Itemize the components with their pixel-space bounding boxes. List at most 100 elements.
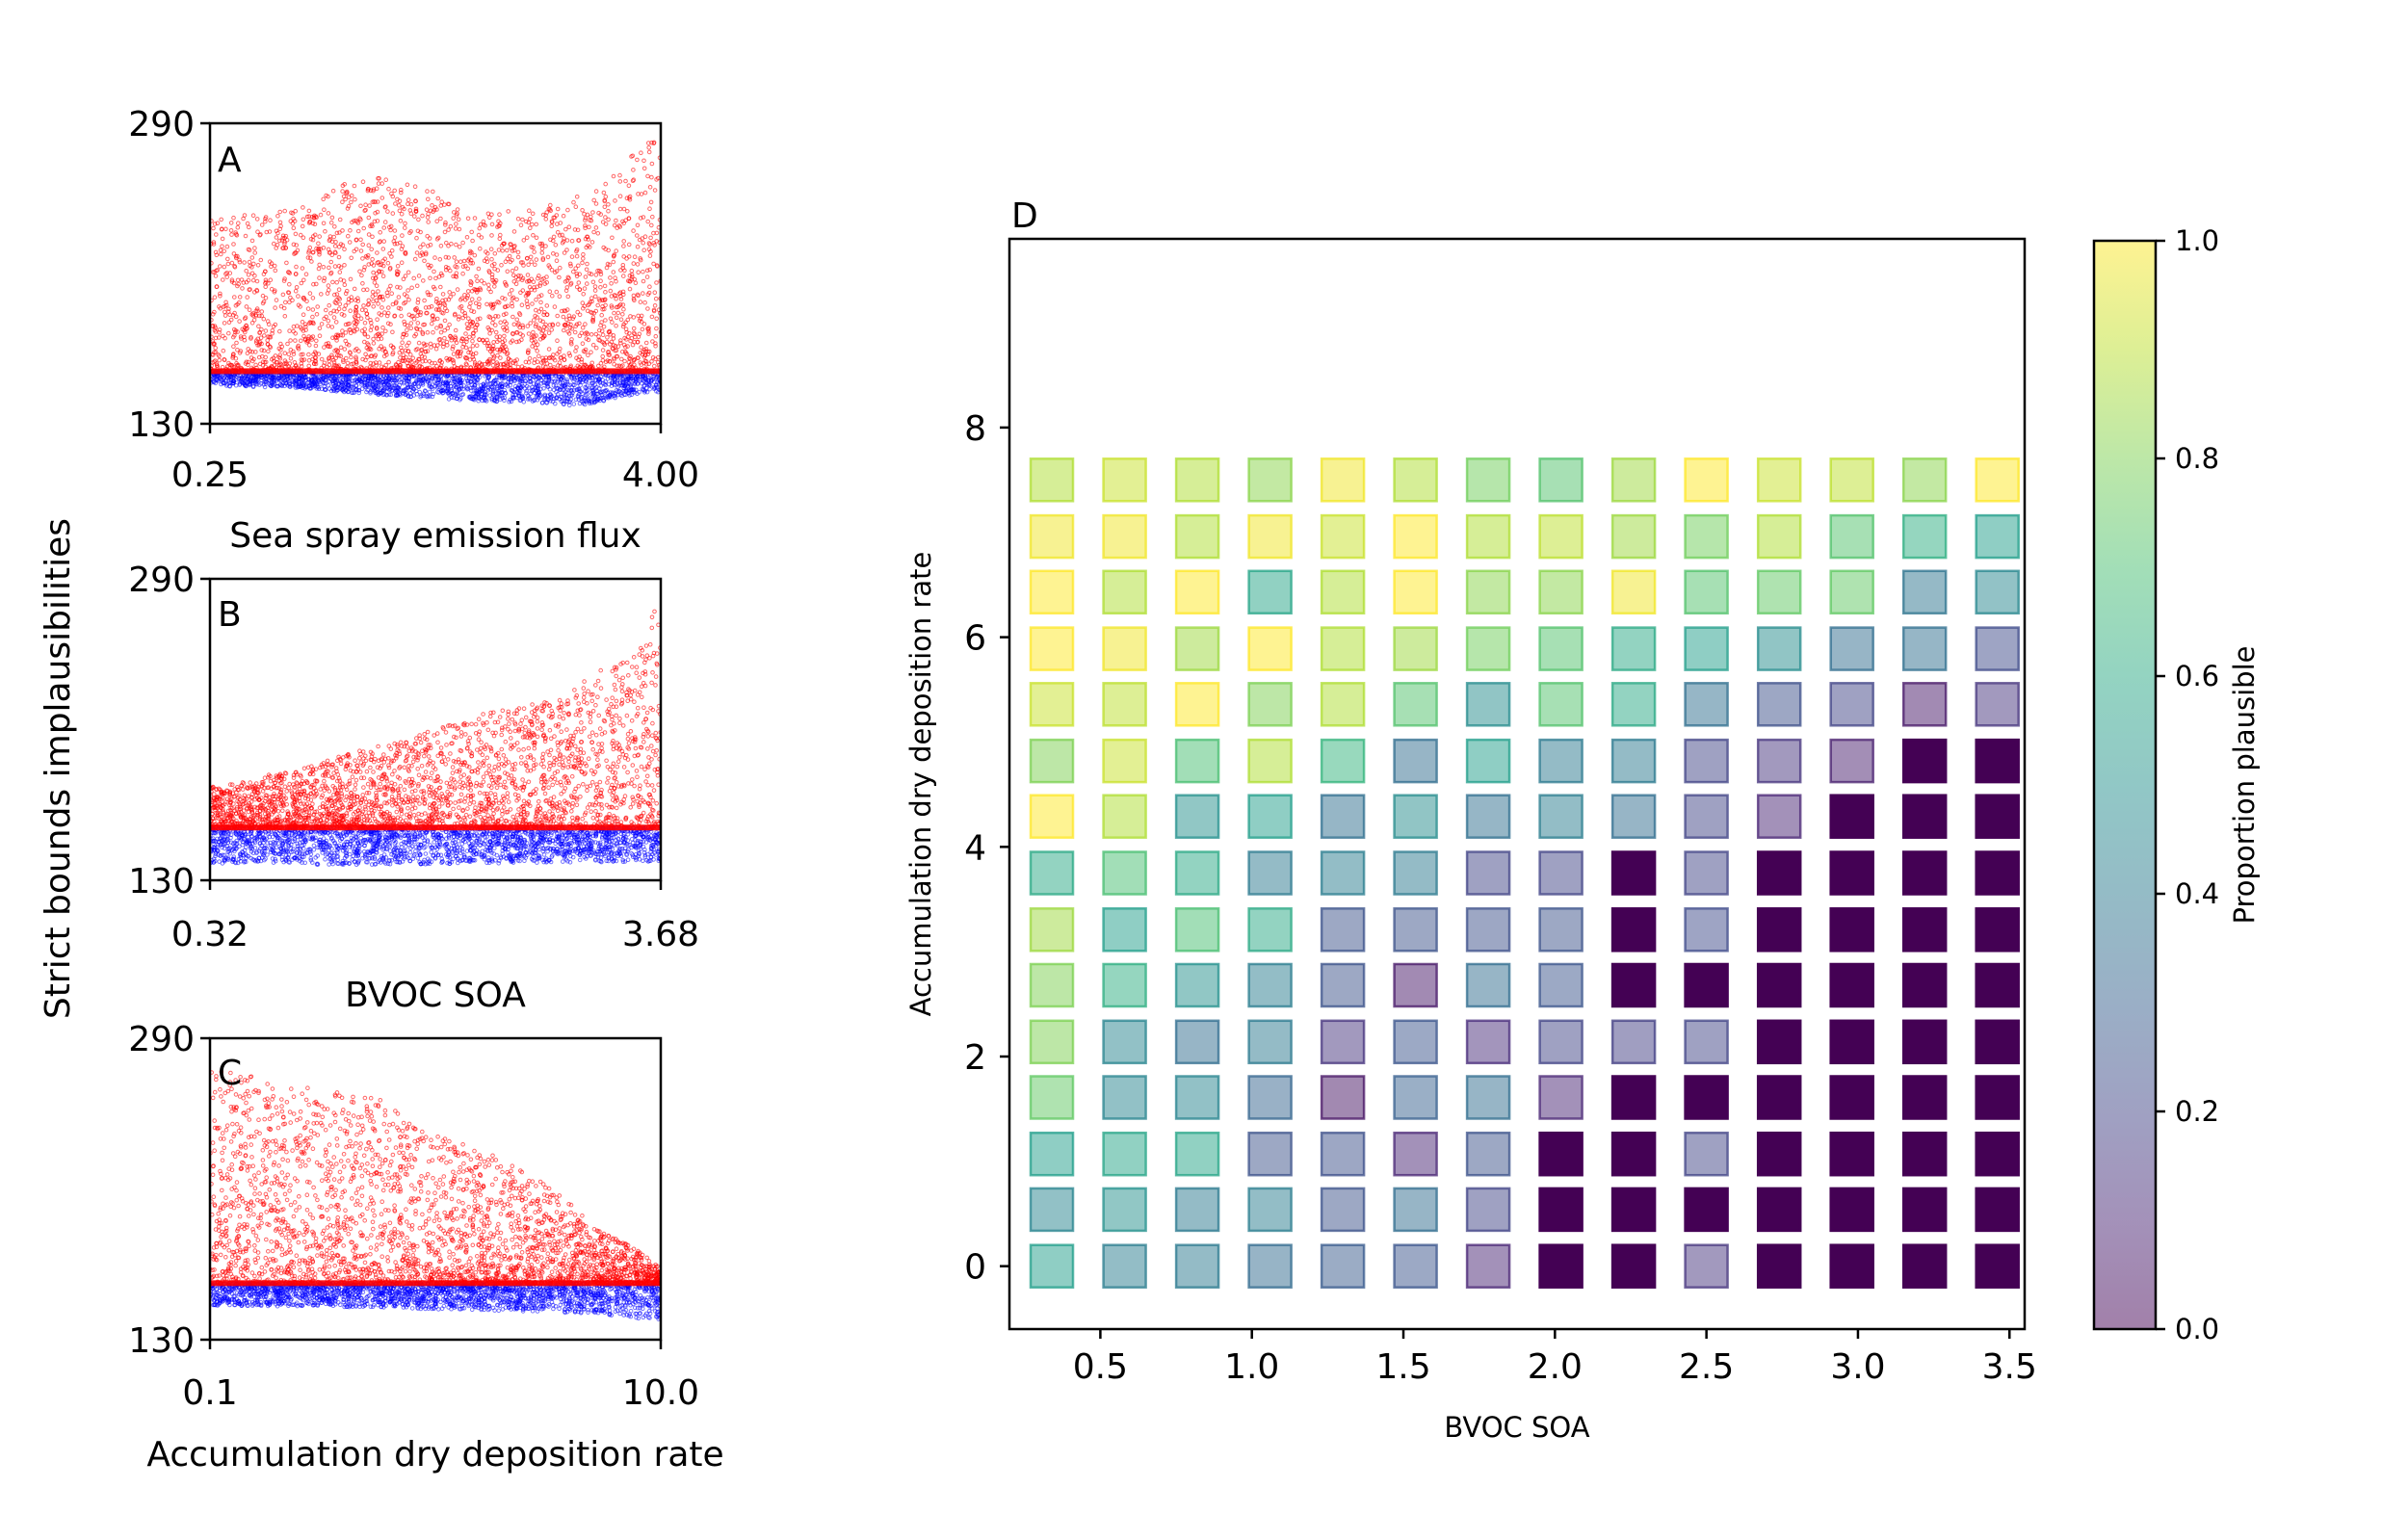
scatter-point xyxy=(239,336,244,341)
scatter-point xyxy=(566,388,572,393)
scatter-point xyxy=(611,270,616,274)
scatter-point xyxy=(273,305,277,310)
scatter-point xyxy=(619,356,624,362)
scatter-point xyxy=(212,379,217,384)
scatter-point xyxy=(606,202,611,207)
scatter-point xyxy=(353,247,359,252)
scatter-point xyxy=(292,360,298,365)
scatter-point xyxy=(283,380,288,385)
scatter-point xyxy=(340,199,345,204)
scatter-point xyxy=(638,360,643,365)
scatter-point xyxy=(641,158,646,164)
scatter-point xyxy=(342,247,347,252)
scatter-point xyxy=(617,194,623,198)
scatter-point xyxy=(510,268,515,274)
scatter-point xyxy=(242,316,248,322)
scatter-point xyxy=(376,301,380,306)
scatter-point xyxy=(259,378,264,383)
scatter-point xyxy=(318,212,324,218)
scatter-point xyxy=(551,251,556,256)
scatter-point xyxy=(286,352,292,357)
scatter-point xyxy=(287,300,292,305)
scatter-point xyxy=(566,224,572,229)
scatter-point xyxy=(618,340,623,346)
scatter-point xyxy=(336,244,342,249)
scatter-point xyxy=(359,386,365,392)
scatter-point xyxy=(360,179,366,184)
scatter-point xyxy=(259,222,265,227)
scatter-point xyxy=(547,289,553,295)
scatter-point xyxy=(482,394,487,399)
scatter-point xyxy=(219,217,223,222)
scatter-point xyxy=(648,235,653,241)
scatter-point xyxy=(362,321,368,326)
scatter-point xyxy=(589,332,594,337)
scatter-point xyxy=(317,234,323,239)
scatter-point xyxy=(412,184,418,189)
scatter-point xyxy=(321,196,327,202)
scatter-point xyxy=(406,340,411,346)
scatter-point xyxy=(269,286,275,292)
scatter-point xyxy=(393,201,398,206)
scatter-point xyxy=(473,351,479,356)
scatter-point xyxy=(306,248,312,253)
scatter-point xyxy=(638,300,643,304)
scatter-point xyxy=(376,176,380,181)
scatter-point xyxy=(614,248,619,253)
scatter-point xyxy=(386,359,391,365)
scatter-point xyxy=(493,314,498,319)
scatter-point xyxy=(453,226,458,231)
scatter-point xyxy=(574,355,579,361)
scatter-point xyxy=(319,292,324,297)
scatter-point xyxy=(554,385,560,391)
scatter-point xyxy=(363,202,368,207)
scatter-point xyxy=(489,233,494,238)
scatter-point xyxy=(270,381,275,387)
scatter-point xyxy=(476,395,482,400)
scatter-point xyxy=(499,263,504,268)
scatter-point xyxy=(604,265,610,271)
scatter-point xyxy=(321,377,326,382)
scatter-point xyxy=(510,395,515,401)
scatter-point xyxy=(603,222,609,226)
scatter-point xyxy=(555,338,560,344)
scatter-point xyxy=(303,378,308,383)
scatter-point xyxy=(371,336,376,342)
scatter-point xyxy=(590,342,596,348)
scatter-point xyxy=(464,385,469,390)
scatter-point xyxy=(255,263,261,268)
scatter-point xyxy=(543,375,549,380)
scatter-point xyxy=(307,343,312,348)
scatter-point xyxy=(373,292,379,298)
scatter-point xyxy=(333,320,339,325)
scatter-point xyxy=(555,222,560,226)
scatter-point xyxy=(369,247,375,252)
scatter-point xyxy=(623,388,629,393)
scatter-point xyxy=(609,303,615,308)
scatter-point xyxy=(433,374,439,379)
scatter-point xyxy=(628,382,634,388)
scatter-point xyxy=(291,328,296,334)
scatter-point xyxy=(567,382,572,388)
scatter-point xyxy=(388,283,393,289)
scatter-point xyxy=(464,322,470,326)
scatter-point xyxy=(406,385,411,390)
scatter-point xyxy=(627,393,632,398)
scatter-point xyxy=(389,291,395,297)
scatter-point xyxy=(420,382,426,387)
scatter-point xyxy=(460,240,465,246)
scatter-point xyxy=(544,303,550,308)
scatter-point xyxy=(260,293,266,299)
scatter-point xyxy=(625,377,631,381)
scatter-point xyxy=(562,327,566,333)
scatter-point xyxy=(340,189,345,194)
scatter-point xyxy=(458,397,462,403)
scatter-point xyxy=(621,239,627,244)
scatter-point xyxy=(489,256,494,262)
scatter-point xyxy=(453,327,458,333)
scatter-point xyxy=(591,197,597,203)
scatter-point xyxy=(614,218,618,223)
scatter-point xyxy=(244,304,249,309)
scatter-point xyxy=(528,254,534,260)
